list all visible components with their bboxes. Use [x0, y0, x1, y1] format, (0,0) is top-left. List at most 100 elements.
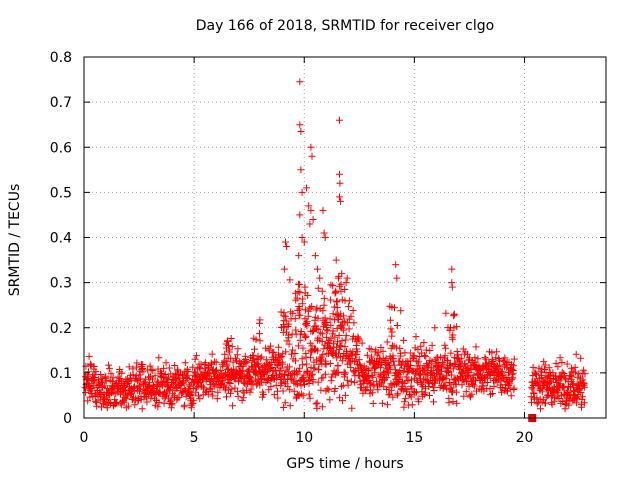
- data-point: [415, 398, 423, 406]
- data-point: [209, 392, 217, 400]
- data-point: [311, 364, 319, 372]
- data-point: [168, 376, 176, 383]
- data-point: [295, 280, 302, 288]
- data-point: [268, 364, 276, 371]
- data-point: [129, 371, 137, 379]
- data-point: [314, 325, 322, 333]
- data-point: [387, 386, 395, 394]
- data-point: [332, 311, 340, 318]
- data-point: [318, 330, 326, 338]
- data-point: [358, 339, 366, 347]
- data-point: [251, 345, 258, 353]
- data-point: [561, 383, 569, 391]
- data-point: [229, 402, 237, 410]
- data-point: [472, 343, 480, 351]
- data-point: [326, 360, 334, 367]
- data-point: [286, 386, 294, 394]
- data-point: [460, 392, 468, 400]
- data-point: [334, 274, 342, 282]
- data-point: [441, 352, 449, 360]
- data-point: [356, 362, 364, 369]
- data-point: [396, 344, 404, 352]
- data-point: [488, 390, 496, 397]
- data-point: [210, 382, 218, 390]
- data-point: [248, 377, 256, 385]
- data-point: [453, 399, 461, 407]
- data-point: [367, 345, 375, 353]
- y-tick-label: 0.2: [50, 321, 72, 337]
- data-point: [161, 392, 169, 400]
- data-point: [383, 338, 391, 346]
- data-point: [338, 337, 346, 345]
- data-point: [247, 385, 255, 393]
- data-point: [331, 385, 339, 392]
- data-point: [262, 356, 270, 364]
- data-point: [563, 360, 571, 368]
- data-point: [394, 390, 402, 398]
- data-point: [386, 316, 394, 324]
- data-point: [229, 358, 237, 366]
- data-point: [332, 256, 340, 264]
- data-point: [293, 380, 301, 388]
- data-point: [228, 342, 236, 350]
- data-point: [291, 350, 299, 357]
- data-point: [510, 362, 517, 370]
- data-point: [181, 359, 189, 367]
- data-point: [105, 361, 113, 369]
- data-point: [441, 381, 449, 389]
- data-point: [195, 363, 203, 371]
- data-point: [116, 375, 124, 382]
- data-point: [540, 358, 548, 366]
- data-point: [510, 355, 518, 363]
- data-point: [339, 397, 346, 405]
- data-point: [331, 333, 339, 341]
- data-point: [297, 382, 305, 390]
- data-point: [428, 357, 436, 365]
- data-point: [330, 303, 338, 311]
- data-point: [239, 394, 247, 402]
- data-point: [350, 319, 358, 327]
- data-point: [190, 396, 198, 404]
- data-point: [188, 391, 196, 399]
- data-point: [296, 311, 304, 319]
- data-point: [308, 370, 316, 378]
- data-point: [338, 357, 346, 365]
- data-point: [334, 315, 342, 323]
- data-point: [233, 351, 241, 359]
- data-point: [303, 322, 311, 330]
- data-point: [294, 307, 302, 314]
- data-point: [338, 270, 346, 278]
- data-point: [314, 347, 322, 355]
- data-point: [256, 319, 263, 327]
- data-point: [256, 354, 264, 362]
- data-point: [243, 387, 251, 395]
- data-point: [181, 401, 188, 409]
- data-point: [448, 265, 456, 273]
- data-point: [470, 371, 478, 379]
- data-point: [85, 368, 92, 376]
- data-point: [329, 370, 337, 378]
- data-point: [329, 310, 337, 318]
- data-point: [321, 370, 329, 378]
- data-point: [438, 359, 446, 366]
- data-point: [270, 348, 278, 356]
- chart-title: Day 166 of 2018, SRMTID for receiver clg…: [195, 18, 495, 34]
- data-point: [400, 380, 408, 387]
- data-point: [454, 351, 462, 359]
- data-point: [208, 350, 216, 358]
- data-point: [149, 367, 157, 374]
- data-point: [368, 389, 376, 397]
- data-point: [483, 379, 491, 386]
- data-point: [139, 361, 147, 369]
- data-point: [335, 332, 343, 339]
- data-point: [262, 344, 270, 352]
- data-point: [558, 359, 566, 366]
- data-point: [341, 343, 349, 351]
- data-point: [168, 399, 176, 407]
- data-point: [440, 360, 448, 368]
- data-point: [297, 328, 305, 335]
- data-point: [399, 378, 406, 386]
- data-point: [277, 308, 285, 316]
- data-point: [302, 333, 310, 341]
- data-point: [337, 197, 345, 205]
